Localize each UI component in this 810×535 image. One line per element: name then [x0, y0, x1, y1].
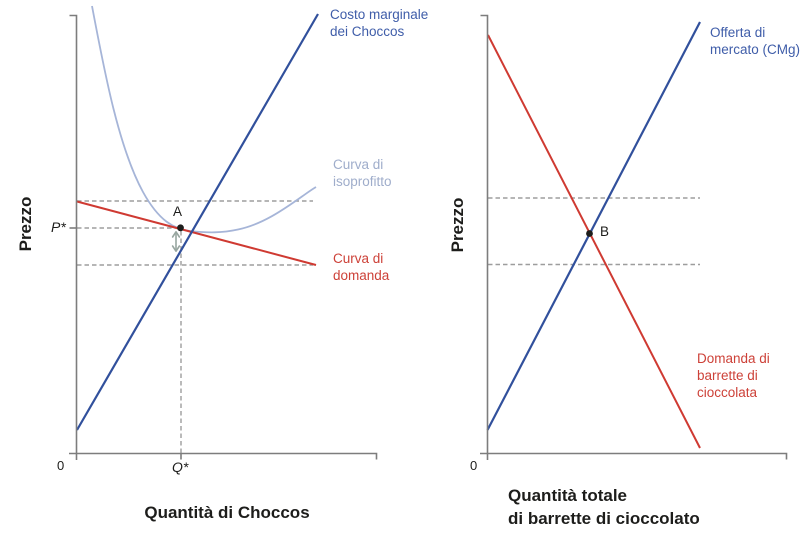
right-x-axis-title: Quantità totale di barrette di cioccolat… — [508, 486, 700, 528]
right-y-axis — [480, 14, 489, 460]
left-x-axis — [69, 452, 378, 460]
point-b-label: B — [600, 224, 610, 239]
point-b-dot — [586, 230, 593, 237]
marginal-cost-curve — [76, 13, 319, 431]
market-supply-curve-label: Offerta di mercato (CMg) — [710, 25, 801, 57]
right-panel — [480, 14, 788, 460]
qstar-label: Q* — [172, 459, 189, 475]
isoprofit-curve — [91, 5, 317, 234]
left-demand-curve — [76, 200, 317, 266]
right-y-axis-title: Prezzo — [448, 197, 467, 253]
isoprofit-curve-label: Curva di isoprofitto — [333, 157, 392, 189]
right-origin-label: 0 — [470, 458, 478, 473]
left-panel — [69, 5, 378, 460]
left-origin-label: 0 — [57, 458, 65, 473]
point-a-label: A — [173, 204, 183, 219]
point-a-dot — [177, 224, 184, 232]
markup-double-arrow — [171, 231, 181, 252]
pstar-label: P* — [51, 219, 66, 235]
left-demand-curve-label: Curva di domanda — [333, 251, 390, 283]
right-demand-curve — [487, 34, 701, 449]
right-demand-curve-label: Domanda di barrette di cioccolata — [697, 351, 770, 400]
left-x-axis-title: Quantità di Choccos — [144, 503, 310, 522]
market-supply-curve — [486, 21, 701, 431]
left-y-axis — [69, 14, 78, 460]
right-x-axis — [480, 452, 788, 460]
left-y-axis-title: Prezzo — [16, 196, 35, 252]
marginal-cost-curve-label: Costo marginale dei Choccos — [330, 7, 429, 39]
